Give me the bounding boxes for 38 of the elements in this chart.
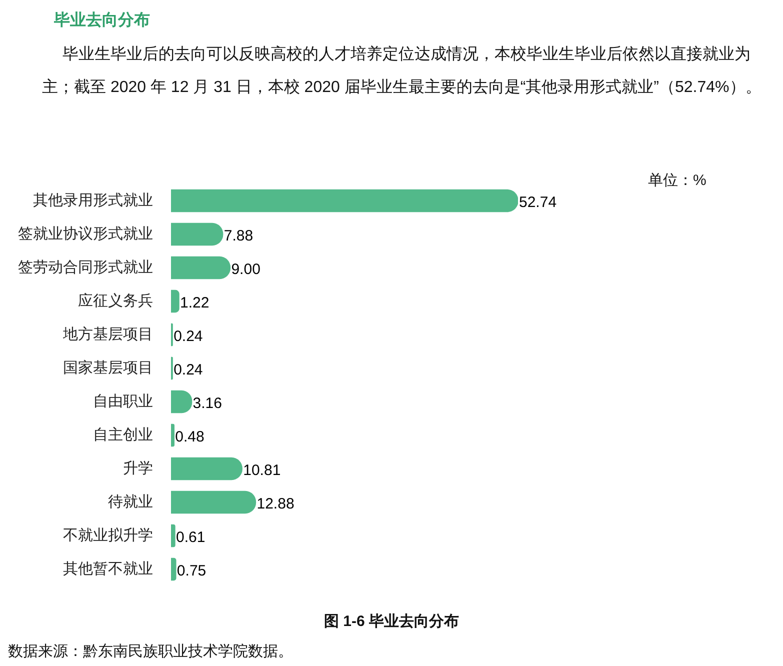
y-tick-label: 签劳动合同形式就业 <box>18 258 153 276</box>
data-label: 7.88 <box>224 227 254 244</box>
bar <box>171 222 224 246</box>
y-tick-label: 自由职业 <box>93 392 153 410</box>
y-tick-label: 不就业拟升学 <box>63 526 153 544</box>
y-tick-label: 其他暂不就业 <box>63 560 153 578</box>
y-tick-label: 签就业协议形式就业 <box>18 225 153 242</box>
data-label: 0.61 <box>176 528 206 546</box>
y-tick-label: 升学 <box>123 460 153 477</box>
text: 毕业生毕业后的去向可以反映高校的人才培养定位达成情况，本校毕业生毕业后依然以直接就业为主；截至 2020 年 12 月 31 日，本校 2020 届毕业生最主要的去向是“其他录用形式就业”（52.74%）。 <box>42 44 762 98</box>
data-label: 0.48 <box>175 428 204 446</box>
y-tick-label: 自主创业 <box>93 426 153 444</box>
bar <box>171 457 242 480</box>
chart-title: 毕业去向分布 <box>54 10 150 31</box>
data-label: 0.24 <box>174 328 203 345</box>
bar <box>171 490 256 514</box>
data-label: 52.74 <box>519 194 557 211</box>
data-label: 10.81 <box>243 462 281 479</box>
y-tick-label: 其他录用形式就业 <box>33 192 153 209</box>
bar <box>171 558 176 581</box>
caption: 图 1-6 毕业去向分布 <box>322 612 460 631</box>
data-label: 0.75 <box>176 562 206 580</box>
bar <box>171 290 180 313</box>
source-note: 数据来源：黔东南民族职业技术学院数据。 <box>8 642 293 661</box>
y-tick-label: 应征义务兵 <box>78 292 153 310</box>
bar <box>171 256 231 280</box>
data-label: 0.24 <box>174 361 203 378</box>
bar <box>171 189 518 212</box>
data-label: 3.16 <box>192 394 222 412</box>
y-tick-label: 待就业 <box>108 493 153 510</box>
data-label: 12.88 <box>256 495 294 512</box>
text: 单位：% <box>648 171 706 190</box>
data-label: 9.00 <box>231 260 260 278</box>
bar <box>171 524 176 548</box>
data-label: 1.22 <box>180 294 210 312</box>
y-tick-label: 国家基层项目 <box>63 359 153 376</box>
bar <box>171 424 174 447</box>
y-tick-label: 地方基层项目 <box>62 326 153 343</box>
